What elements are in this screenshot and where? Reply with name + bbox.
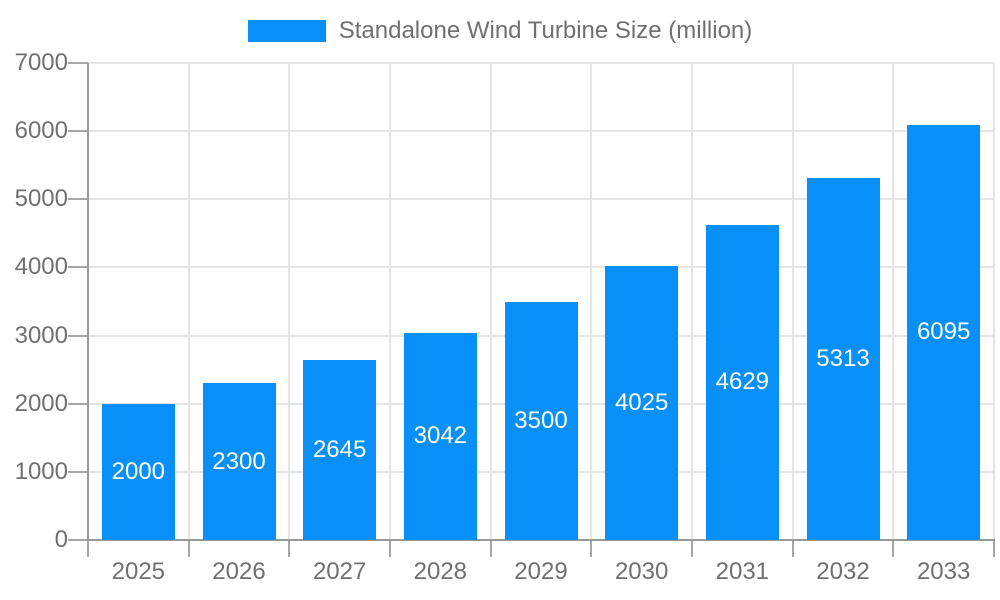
x-axis-label: 2028 [413, 558, 468, 585]
x-gridline [489, 63, 492, 540]
y-axis-label: 2000 [14, 389, 68, 417]
y-axis-tick [68, 198, 88, 201]
x-axis-tick [993, 540, 995, 557]
x-gridline [288, 63, 291, 540]
x-axis-label: 2032 [816, 558, 870, 585]
bar[interactable]: 2300 [202, 383, 276, 540]
y-axis-label: 4000 [14, 253, 68, 281]
y-gridline [88, 198, 994, 201]
x-gridline [993, 63, 995, 540]
bar[interactable]: 3042 [403, 332, 477, 540]
bar-value-label: 2000 [111, 457, 166, 485]
legend-label: Standalone Wind Turbine Size (million) [338, 17, 753, 44]
x-axis-label: 2029 [514, 558, 568, 585]
y-axis-tick [68, 130, 88, 133]
y-gridline [88, 266, 994, 269]
x-axis-tick [187, 540, 190, 557]
x-axis-label: 2025 [111, 558, 166, 585]
x-gridline [892, 63, 895, 540]
y-gridline [88, 62, 994, 64]
x-axis-tick [389, 540, 391, 557]
legend[interactable]: Standalone Wind Turbine Size (million) [0, 18, 1000, 44]
y-axis-label: 7000 [14, 49, 68, 76]
x-axis-tick [489, 540, 492, 557]
y-axis-tick [68, 62, 88, 64]
y-axis-line [87, 63, 89, 541]
y-axis-label: 6000 [14, 117, 68, 145]
bar[interactable]: 3500 [504, 301, 578, 540]
x-gridline [691, 63, 693, 540]
x-gridline [590, 63, 593, 540]
y-axis-tick [68, 539, 88, 541]
x-axis-label: 2033 [916, 558, 971, 585]
x-gridline [791, 63, 794, 540]
x-axis-tick [288, 540, 291, 557]
y-axis-tick [68, 402, 88, 405]
bar-value-label: 2645 [312, 435, 367, 463]
x-axis-tick [87, 540, 89, 557]
bar-value-label: 4025 [614, 388, 669, 416]
bar[interactable]: 2645 [303, 359, 377, 540]
bar[interactable]: 6095 [907, 124, 981, 540]
x-gridline [389, 63, 391, 540]
bar-value-label: 5313 [816, 344, 870, 372]
x-axis-tick [590, 540, 593, 557]
y-axis-tick [68, 334, 88, 337]
bar-value-label: 2300 [212, 447, 266, 475]
x-axis-line [87, 539, 995, 541]
y-axis-tick [68, 266, 88, 269]
legend-swatch [247, 20, 326, 42]
y-axis-tick [68, 470, 88, 473]
bar-value-label: 6095 [916, 318, 971, 346]
bar-value-label: 3500 [514, 406, 568, 434]
y-axis-label: 5000 [14, 185, 68, 213]
bar[interactable]: 5313 [806, 177, 880, 540]
x-axis-label: 2030 [614, 558, 669, 585]
x-axis-label: 2031 [715, 558, 770, 585]
x-axis-label: 2027 [312, 558, 367, 585]
bar-value-label: 3042 [413, 422, 468, 450]
y-axis-label: 3000 [14, 321, 68, 349]
x-axis-label: 2026 [212, 558, 266, 585]
bar[interactable]: 2000 [101, 403, 175, 540]
y-gridline [88, 130, 994, 133]
x-gridline [187, 63, 190, 540]
x-axis-tick [791, 540, 794, 557]
bar-value-label: 4629 [715, 368, 770, 396]
bar[interactable]: 4025 [605, 265, 679, 540]
y-axis-label: 0 [54, 526, 68, 553]
x-axis-tick [691, 540, 693, 557]
y-axis-label: 1000 [14, 457, 68, 485]
x-axis-tick [892, 540, 895, 557]
bar[interactable]: 4629 [705, 224, 779, 540]
